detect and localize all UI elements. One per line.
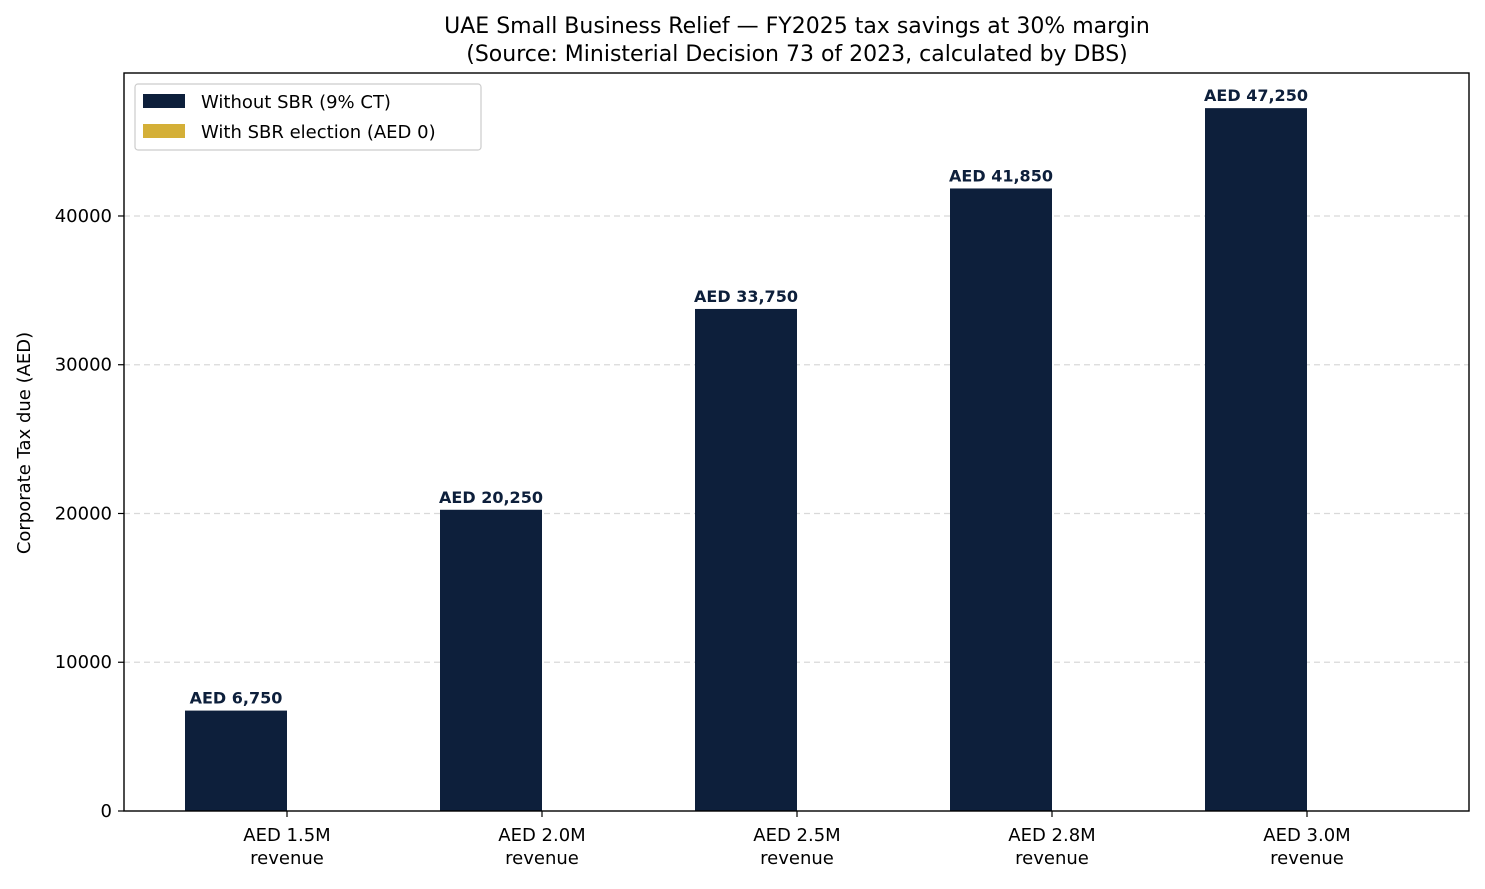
x-tick-label-0-line-0: AED 1.5M [243,825,330,846]
x-tick-label-3-line-1: revenue [1015,848,1089,869]
x-tick-label-4-line-0: AED 3.0M [1263,825,1350,846]
x-tick-label-1-line-1: revenue [505,848,579,869]
bar-without-sbr-3 [950,188,1052,811]
x-tick-label-2-line-0: AED 2.5M [753,825,840,846]
data-label-without-sbr-3: AED 41,850 [949,166,1053,185]
x-tick-label-2-line-1: revenue [760,848,834,869]
chart-subtitle: (Source: Ministerial Decision 73 of 2023… [466,42,1128,67]
y-tick-label-4: 40000 [55,206,112,227]
x-tick-label-0-line-1: revenue [250,848,324,869]
x-tick-label-3-line-0: AED 2.8M [1008,825,1095,846]
data-label-without-sbr-2: AED 33,750 [694,287,798,306]
y-tick-label-3: 30000 [55,355,112,376]
legend-swatch-without-sbr [143,94,185,108]
data-labels: AED 6,750 AED 20,250 AED 33,750 AED 41,850 A… [190,86,1308,707]
bar-without-sbr-4 [1205,108,1307,812]
legend: Without SBR (9% CT) With SBR election (A… [134,83,482,151]
bars [185,108,1307,812]
data-label-without-sbr-4: AED 47,250 [1204,86,1308,105]
bar-without-sbr-0 [185,710,287,811]
y-axis-ticks: 0 10000 20000 30000 40000 [55,206,124,822]
y-axis-label: Corporate Tax due (AED) [14,332,35,554]
x-tick-label-4-line-1: revenue [1270,848,1344,869]
chart-title: UAE Small Business Relief — FY2025 tax s… [444,14,1150,39]
legend-label-with-sbr: With SBR election (AED 0) [201,122,436,143]
legend-label-without-sbr: Without SBR (9% CT) [201,92,391,113]
data-label-without-sbr-0: AED 6,750 [190,689,283,708]
y-tick-label-2: 20000 [55,503,112,524]
legend-swatch-with-sbr [143,124,185,138]
y-tick-label-0: 0 [101,801,112,822]
y-tick-label-1: 10000 [55,652,112,673]
bar-without-sbr-2 [695,308,797,811]
x-tick-label-1-line-0: AED 2.0M [498,825,585,846]
data-label-without-sbr-1: AED 20,250 [439,488,543,507]
legend-frame [134,83,482,151]
bar-without-sbr-1 [440,509,542,811]
